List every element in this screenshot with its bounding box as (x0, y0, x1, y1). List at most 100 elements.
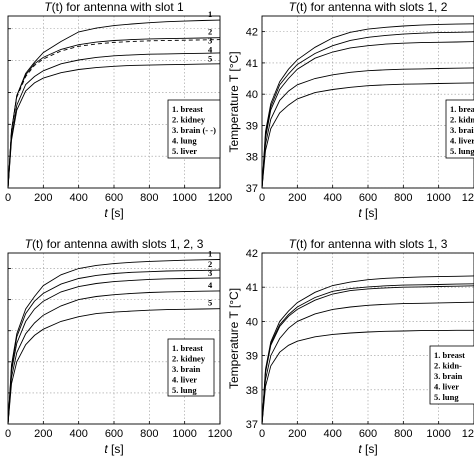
series-line-4 (8, 290, 220, 424)
y-axis-label: Temperature T [°C] (227, 51, 241, 152)
series-line-5 (8, 63, 220, 188)
series-line-3 (262, 41, 474, 188)
legend-entry: 4. lung (172, 136, 197, 146)
x-tick-label: 0 (259, 192, 265, 204)
title-text: for antenna with slots 1, 2 (307, 0, 447, 14)
legend-entry: 3. brain (172, 364, 201, 374)
curve-label-1: 1 (208, 9, 212, 19)
legend-entry: 1. breast (172, 104, 203, 114)
series-line-2 (8, 37, 220, 188)
x-tick-label: 600 (359, 428, 377, 440)
series-line-2 (262, 31, 474, 188)
x-axis-unit: [s] (362, 206, 378, 220)
x-tick-label: 1200 (462, 428, 474, 440)
series-line-1 (262, 275, 474, 424)
curve-label-4: 4 (208, 280, 213, 290)
y-tick-label: 39 (246, 351, 258, 363)
x-axis-unit: [s] (108, 442, 124, 456)
series-line-2 (262, 283, 474, 424)
series-line-3 (8, 39, 220, 188)
x-axis-symbol: t (358, 206, 362, 220)
series-line-5 (8, 308, 220, 424)
legend-entry: 3. brain (- -) (172, 125, 216, 135)
title-symbol: T (289, 237, 298, 251)
y-tick-label: 37 (246, 183, 258, 195)
title-argument: (t) (296, 237, 307, 251)
y-tick-label: 41 (246, 58, 258, 70)
legend-entry: 3. brain (450, 125, 474, 135)
y-tick-label: 38 (246, 385, 258, 397)
y-tick-label: 40 (246, 89, 258, 101)
series-line-3 (262, 285, 474, 424)
x-tick-label: 800 (394, 192, 412, 204)
x-axis-symbol: t (104, 206, 108, 220)
legend-entry: 3. brain (434, 371, 463, 381)
x-tick-label: 1200 (208, 192, 232, 204)
series-line-4 (262, 67, 474, 188)
series-line-2 (8, 269, 220, 424)
legend-entry: 5. lung (450, 146, 474, 156)
series-line-4 (262, 301, 474, 424)
x-axis-label: t [s] (104, 442, 123, 456)
title-argument: (t) (296, 0, 307, 14)
curve-label-2: 2 (208, 27, 212, 37)
chart-panel-3: 123 4 5 0 200 400 600 800 1000 1200 T(t) for anten… (5, 237, 232, 456)
y-tick-label: 37 (246, 419, 258, 431)
series-line-5 (262, 329, 474, 424)
legend-entry: 2. kidn- (434, 361, 462, 371)
y-tick-label: 39 (246, 120, 258, 132)
legend-entry: 1. breast (450, 104, 474, 114)
legend-entry: 5. lung (434, 392, 459, 402)
curve-label-5: 5 (208, 298, 212, 308)
title-text: for antenna awith slots 1, 2, 3 (43, 237, 203, 251)
legend-entry: 2. kidney (172, 354, 206, 364)
y-axis-label: Temperature T [°C] (227, 288, 241, 389)
x-tick-label: 800 (394, 428, 412, 440)
x-tick-label: 1000 (426, 192, 450, 204)
x-axis-unit: [s] (362, 442, 378, 456)
title-symbol: T (44, 0, 53, 14)
legend-entry: 1. breast (434, 350, 465, 360)
x-axis-symbol: t (358, 442, 362, 456)
x-tick-label: 400 (323, 428, 341, 440)
legend-entry: 2. kidne (450, 115, 474, 125)
x-axis-label: t [s] (104, 206, 123, 220)
x-tick-label: 200 (288, 192, 306, 204)
series-line-5 (262, 82, 474, 188)
title-text: for antenna with slots 1, 3 (307, 237, 447, 251)
x-tick-label: 1200 (462, 192, 474, 204)
series-line-1 (262, 23, 474, 188)
x-tick-label: 1200 (208, 428, 232, 440)
chart-title: T(t) for antenna with slot 1 (44, 0, 184, 14)
x-tick-label: 0 (5, 428, 11, 440)
curve-label-3: 3 (208, 36, 212, 46)
legend-entry: 2. kidney (172, 115, 206, 125)
x-tick-label: 800 (140, 192, 158, 204)
x-tick-label: 1000 (172, 192, 196, 204)
y-tick-label: 38 (246, 152, 258, 164)
series-line-4 (8, 52, 220, 188)
legend-entry: 4. liver (172, 375, 197, 385)
legend-box (429, 345, 474, 405)
x-axis-label: t [s] (358, 442, 377, 456)
x-axis-unit: [s] (108, 206, 124, 220)
chart-title: T(t) for antenna with slots 1, 2 (289, 0, 448, 14)
x-tick-label: 800 (140, 428, 158, 440)
x-axis-label: t [s] (358, 206, 377, 220)
x-tick-label: 400 (323, 192, 341, 204)
chart-panel-2: 0 200 400 600 800 1000 1200 37 38 39 40 41 42 T(t) fo… (227, 0, 474, 220)
x-axis-symbol: t (104, 442, 108, 456)
curve-label-4: 4 (208, 45, 213, 55)
y-tick-label: 42 (246, 248, 258, 260)
legend-entry: 5. lung (172, 385, 197, 395)
chart-title: T(t) for antenna with slots 1, 3 (289, 237, 448, 251)
curve-label-1: 1 (208, 249, 212, 259)
title-symbol: T (289, 0, 298, 14)
curve-label-5: 5 (208, 54, 212, 64)
